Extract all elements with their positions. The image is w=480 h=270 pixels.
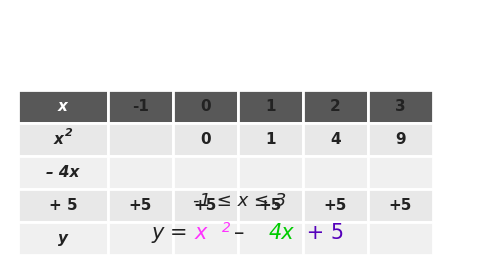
Bar xyxy=(368,189,433,222)
Text: y =: y = xyxy=(151,223,194,243)
Bar xyxy=(238,222,303,255)
Bar xyxy=(18,222,108,255)
Bar xyxy=(108,156,173,189)
Text: +5: +5 xyxy=(389,198,412,213)
Text: 2: 2 xyxy=(222,221,230,235)
Bar xyxy=(108,90,173,123)
Bar xyxy=(18,189,108,222)
Bar xyxy=(173,90,238,123)
Text: -1: -1 xyxy=(132,99,149,114)
Text: 4: 4 xyxy=(330,132,341,147)
Text: + 5: + 5 xyxy=(300,223,344,243)
Bar xyxy=(238,90,303,123)
Text: 0: 0 xyxy=(200,99,211,114)
Bar xyxy=(303,156,368,189)
Text: 9: 9 xyxy=(395,132,406,147)
Text: -1 ≤ x ≤ 3: -1 ≤ x ≤ 3 xyxy=(193,192,287,210)
Bar xyxy=(303,189,368,222)
Text: 1: 1 xyxy=(265,99,276,114)
Text: 3: 3 xyxy=(395,99,406,114)
Text: +5: +5 xyxy=(259,198,282,213)
Bar xyxy=(108,189,173,222)
Bar xyxy=(368,156,433,189)
Bar xyxy=(18,156,108,189)
Text: +5: +5 xyxy=(324,198,347,213)
Text: y: y xyxy=(58,231,68,246)
Text: – 4x: – 4x xyxy=(46,165,80,180)
Bar xyxy=(238,189,303,222)
Text: 1: 1 xyxy=(265,132,276,147)
Bar xyxy=(108,123,173,156)
Text: 2: 2 xyxy=(330,99,341,114)
Bar xyxy=(173,222,238,255)
Text: 0: 0 xyxy=(200,132,211,147)
Bar xyxy=(18,90,108,123)
Bar xyxy=(368,123,433,156)
Bar xyxy=(303,123,368,156)
Bar xyxy=(173,156,238,189)
Text: x: x xyxy=(54,132,64,147)
Text: 4x: 4x xyxy=(269,223,294,243)
Bar xyxy=(238,156,303,189)
Bar xyxy=(303,222,368,255)
Bar xyxy=(303,90,368,123)
Text: x: x xyxy=(58,99,68,114)
Bar xyxy=(18,123,108,156)
Bar xyxy=(173,123,238,156)
Text: x: x xyxy=(194,223,207,243)
Bar xyxy=(368,90,433,123)
Text: +5: +5 xyxy=(129,198,152,213)
Text: 2: 2 xyxy=(65,129,73,139)
Bar xyxy=(173,189,238,222)
Bar xyxy=(108,222,173,255)
Bar xyxy=(368,222,433,255)
Bar xyxy=(238,123,303,156)
Text: –: – xyxy=(234,223,251,243)
Text: + 5: + 5 xyxy=(48,198,77,213)
Text: +5: +5 xyxy=(194,198,217,213)
